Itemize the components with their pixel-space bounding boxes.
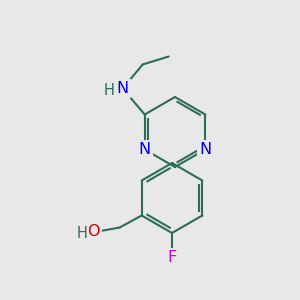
Text: O: O [87,224,100,239]
Text: N: N [117,81,129,96]
Text: N: N [139,142,151,157]
Text: H: H [76,226,87,241]
Text: N: N [199,142,212,157]
Text: F: F [167,250,177,266]
Text: H: H [103,83,114,98]
